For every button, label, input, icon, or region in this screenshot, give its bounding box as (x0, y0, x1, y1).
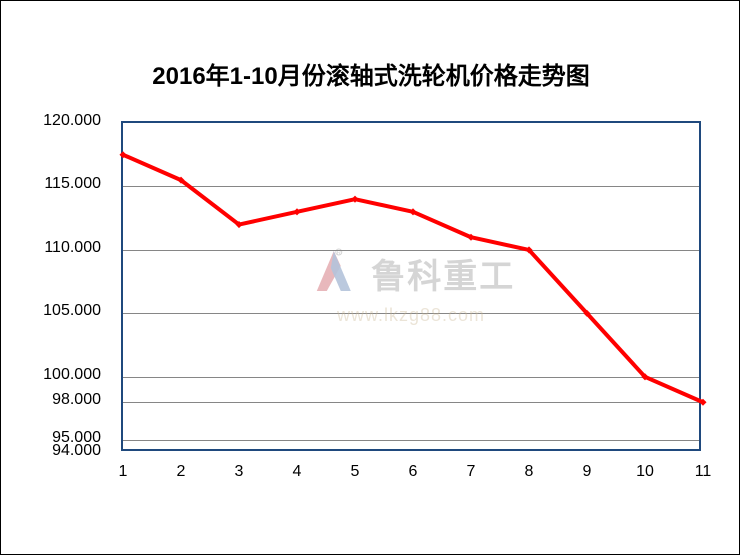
x-tick-label: 5 (335, 463, 375, 481)
x-tick-label: 8 (509, 463, 549, 481)
y-tick-label: 120.000 (1, 112, 101, 130)
y-tick-label: 105.000 (1, 302, 101, 320)
chart-container: 2016年1-10月份滚轴式洗轮机价格走势图 R 鲁科重工 www.lkzg88… (1, 1, 740, 556)
y-tick-label: 100.000 (1, 366, 101, 384)
y-tick-label: 110.000 (1, 239, 101, 257)
y-tick-label: 115.000 (1, 175, 101, 193)
line-series (123, 123, 699, 449)
x-tick-label: 10 (625, 463, 665, 481)
chart-title: 2016年1-10月份滚轴式洗轮机价格走势图 (1, 56, 740, 91)
x-tick-label: 1 (103, 463, 143, 481)
x-tick-label: 9 (567, 463, 607, 481)
y-tick-label: 98.000 (1, 391, 101, 409)
x-tick-label: 2 (161, 463, 201, 481)
x-tick-label: 4 (277, 463, 317, 481)
y-tick-label: 95.000 (1, 429, 101, 447)
x-tick-label: 11 (683, 463, 723, 481)
x-tick-label: 3 (219, 463, 259, 481)
x-tick-label: 7 (451, 463, 491, 481)
x-tick-label: 6 (393, 463, 433, 481)
plot-area: R 鲁科重工 www.lkzg88.com 1234567891011 (121, 121, 701, 451)
price-line (123, 155, 703, 403)
